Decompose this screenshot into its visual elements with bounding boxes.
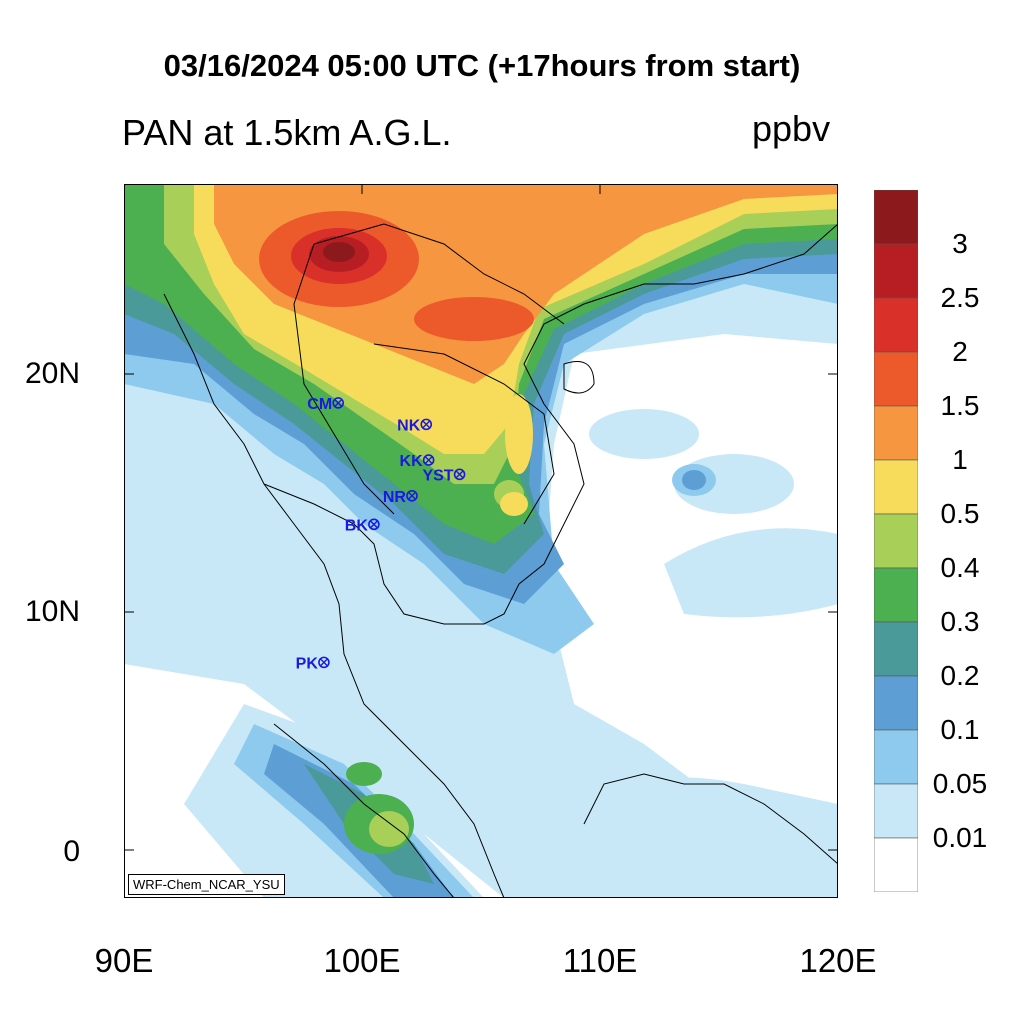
- coastlines: [163, 223, 838, 898]
- colorbar-swatch: [874, 729, 918, 785]
- station-label: CM: [307, 396, 332, 413]
- colorbar-swatch: [874, 513, 918, 569]
- model-credit: WRF-Chem_NCAR_YSU: [128, 874, 285, 895]
- station-marker-icon: [422, 454, 435, 466]
- colorbar-swatch: [874, 243, 918, 299]
- colorbar-swatch: [874, 621, 918, 677]
- station-marker-icon: [453, 468, 466, 481]
- colorbar-label: 1.5: [940, 390, 980, 421]
- map-frame: [124, 184, 838, 898]
- station-label: NK: [397, 417, 421, 434]
- colorbar-swatch: [874, 297, 918, 353]
- colorbar-swatch: [874, 837, 918, 892]
- colorbar-label: 0.3: [940, 606, 980, 637]
- units-label: ppbv: [752, 108, 831, 149]
- longitude-label: 110E: [562, 942, 638, 979]
- colorbar-label: 0.5: [940, 498, 980, 529]
- field-3: [323, 242, 355, 262]
- colorbar-swatch: [874, 351, 918, 407]
- colorbar-label: 0.05: [932, 768, 988, 799]
- colorbar-swatch: [874, 405, 918, 461]
- station-marker-icon: [368, 518, 380, 531]
- station-bk: BK: [345, 517, 380, 534]
- colorbar-label: 0.2: [940, 660, 980, 691]
- station-marker-icon: [420, 418, 433, 431]
- station-kk: KK: [400, 453, 435, 470]
- station-marker-icon: [332, 397, 344, 409]
- station-nk: NK: [397, 417, 433, 434]
- colorbar-label: 0.4: [940, 552, 980, 583]
- latitude-label: 0: [63, 835, 80, 868]
- map-title: 03/16/2024 05:00 UTC (+17hours from star…: [163, 48, 801, 83]
- longitude-label: 100E: [323, 942, 401, 979]
- colorbar-swatch: [874, 783, 918, 839]
- colorbar-label: 3: [952, 228, 968, 259]
- station-label: YST: [422, 467, 453, 484]
- station-label: BK: [345, 517, 369, 534]
- colorbar-swatch: [874, 567, 918, 623]
- colorbar-label: 0.1: [940, 714, 980, 745]
- axis-ticks: [124, 184, 838, 851]
- station-nr: NR: [383, 489, 418, 506]
- station-pk: PK: [296, 655, 330, 672]
- colorbar-label: 2.5: [940, 282, 980, 313]
- station-marker-icon: [318, 656, 330, 669]
- latitude-label: 20N: [24, 357, 80, 390]
- station-yst: YST: [422, 467, 466, 484]
- station-label: NR: [383, 489, 407, 506]
- variable-subtitle: PAN at 1.5km A.G.L.: [122, 112, 452, 153]
- station-label: PK: [296, 655, 319, 672]
- colorbar-swatch: [874, 459, 918, 515]
- colorbar-label: 1: [952, 444, 968, 475]
- latitude-label: 10N: [24, 595, 80, 628]
- longitude-label: 90E: [94, 942, 154, 979]
- colorbar: [874, 190, 918, 892]
- station-marker-icon: [406, 489, 418, 502]
- station-cm: CM: [307, 396, 344, 413]
- colorbar-swatch: [874, 675, 918, 731]
- station-label: KK: [400, 453, 424, 470]
- colorbar-label: 2: [952, 336, 968, 367]
- colorbar-label: 0.01: [932, 822, 988, 853]
- longitude-label: 120E: [799, 942, 877, 979]
- colorbar-swatch: [874, 190, 918, 245]
